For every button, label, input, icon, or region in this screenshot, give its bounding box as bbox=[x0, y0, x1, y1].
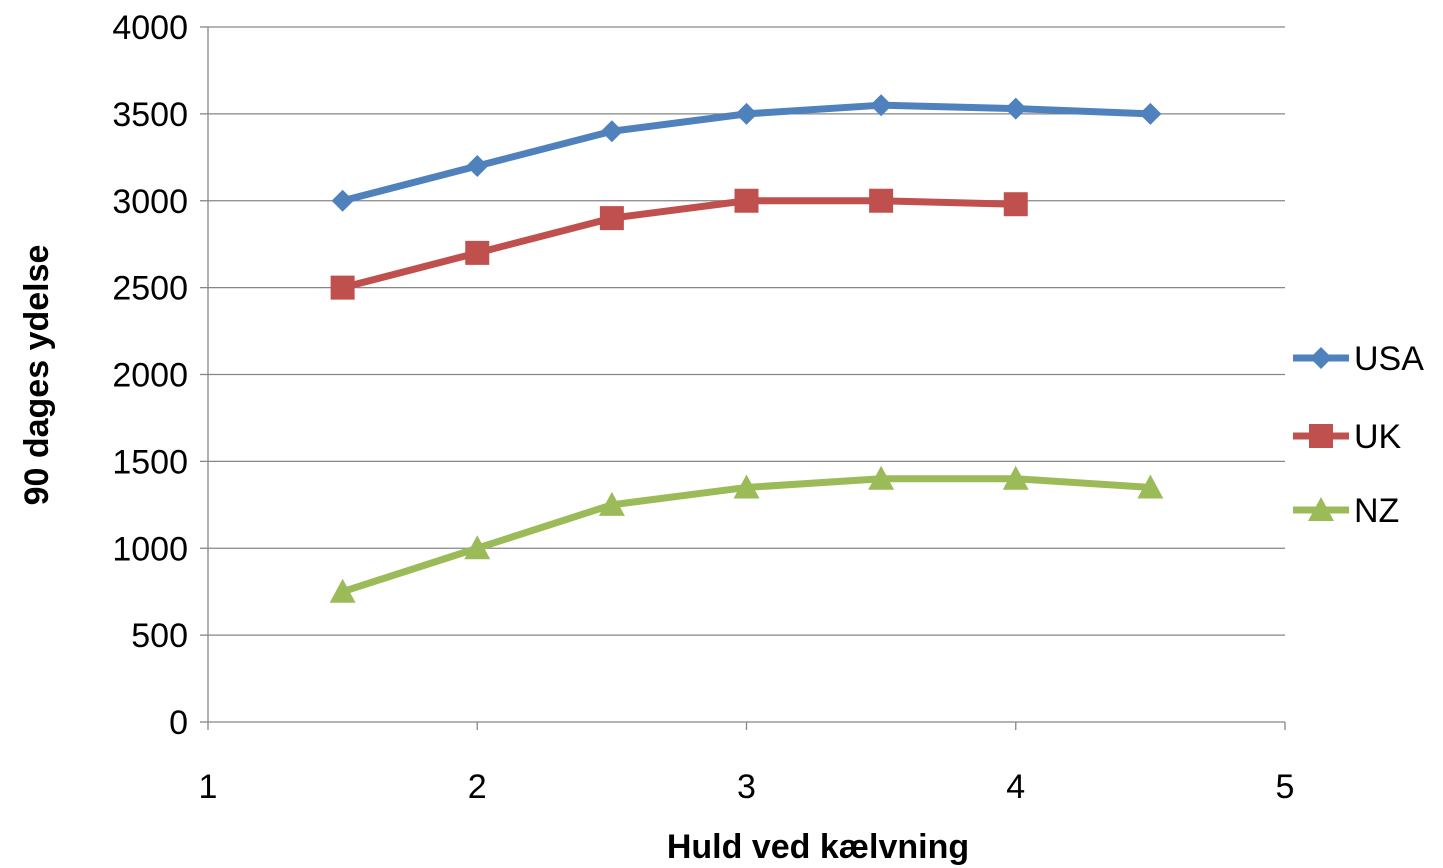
y-tick-labels: 0 500 1000 1500 2000 2500 3000 3500 4000 bbox=[112, 9, 188, 742]
data-point-nz bbox=[868, 465, 895, 490]
data-point-uk bbox=[734, 188, 759, 213]
x-tick-label: 5 bbox=[1276, 768, 1295, 806]
data-point-uk bbox=[465, 240, 490, 265]
data-point-uk bbox=[1003, 192, 1028, 217]
x-tick-label: 1 bbox=[199, 768, 218, 806]
data-point-uk bbox=[330, 275, 355, 300]
y-tick-label: 0 bbox=[169, 704, 188, 742]
series-line-uk bbox=[339, 197, 1020, 292]
legend-marker-uk bbox=[1309, 424, 1333, 448]
data-point-nz bbox=[464, 535, 491, 560]
y-tick-label: 2500 bbox=[112, 270, 188, 308]
data-point-usa bbox=[331, 189, 354, 212]
legend-marker-nz bbox=[1308, 497, 1334, 522]
y-tick-label: 500 bbox=[131, 617, 188, 655]
x-tick-label: 4 bbox=[1006, 768, 1025, 806]
y-tick-label: 1000 bbox=[112, 530, 188, 568]
y-tick-label: 1500 bbox=[112, 443, 188, 481]
legend-marker-usa bbox=[1310, 347, 1332, 369]
data-point-usa bbox=[1139, 102, 1162, 125]
data-point-nz bbox=[329, 578, 356, 603]
legend-label-uk: UK bbox=[1354, 418, 1402, 456]
x-tick-label: 3 bbox=[737, 768, 756, 806]
data-point-usa bbox=[1004, 97, 1027, 120]
axes bbox=[200, 26, 1286, 730]
y-tick-label: 3500 bbox=[112, 96, 188, 134]
data-point-uk bbox=[599, 206, 624, 231]
legend-item-uk: UK bbox=[1293, 418, 1402, 456]
x-tick-labels: 1 2 3 4 5 bbox=[199, 768, 1295, 806]
legend-label-nz: NZ bbox=[1354, 492, 1399, 530]
x-tick-label: 2 bbox=[468, 768, 487, 806]
series-layer bbox=[329, 94, 1164, 603]
y-tick-label: 3000 bbox=[112, 183, 188, 221]
series-nz bbox=[329, 465, 1164, 603]
y-tick-label: 4000 bbox=[112, 9, 188, 47]
x-axis-title: Huld ved kælvning bbox=[667, 828, 969, 866]
legend-label-usa: USA bbox=[1354, 340, 1424, 378]
data-point-nz bbox=[1137, 474, 1164, 499]
series-uk bbox=[330, 188, 1028, 300]
legend: USA UK NZ bbox=[1293, 340, 1424, 530]
series-usa bbox=[331, 94, 1162, 212]
data-point-nz bbox=[733, 474, 760, 499]
data-point-nz bbox=[1002, 465, 1029, 490]
y-axis-title: 90 dages ydelse bbox=[18, 245, 56, 506]
y-tick-label: 2000 bbox=[112, 357, 188, 395]
legend-item-nz: NZ bbox=[1293, 492, 1399, 530]
data-point-nz bbox=[598, 491, 625, 516]
legend-item-usa: USA bbox=[1293, 340, 1424, 378]
data-point-usa bbox=[466, 155, 489, 177]
data-point-uk bbox=[869, 188, 894, 213]
data-point-usa bbox=[600, 120, 623, 143]
data-point-usa bbox=[735, 102, 758, 125]
data-point-usa bbox=[870, 94, 893, 117]
